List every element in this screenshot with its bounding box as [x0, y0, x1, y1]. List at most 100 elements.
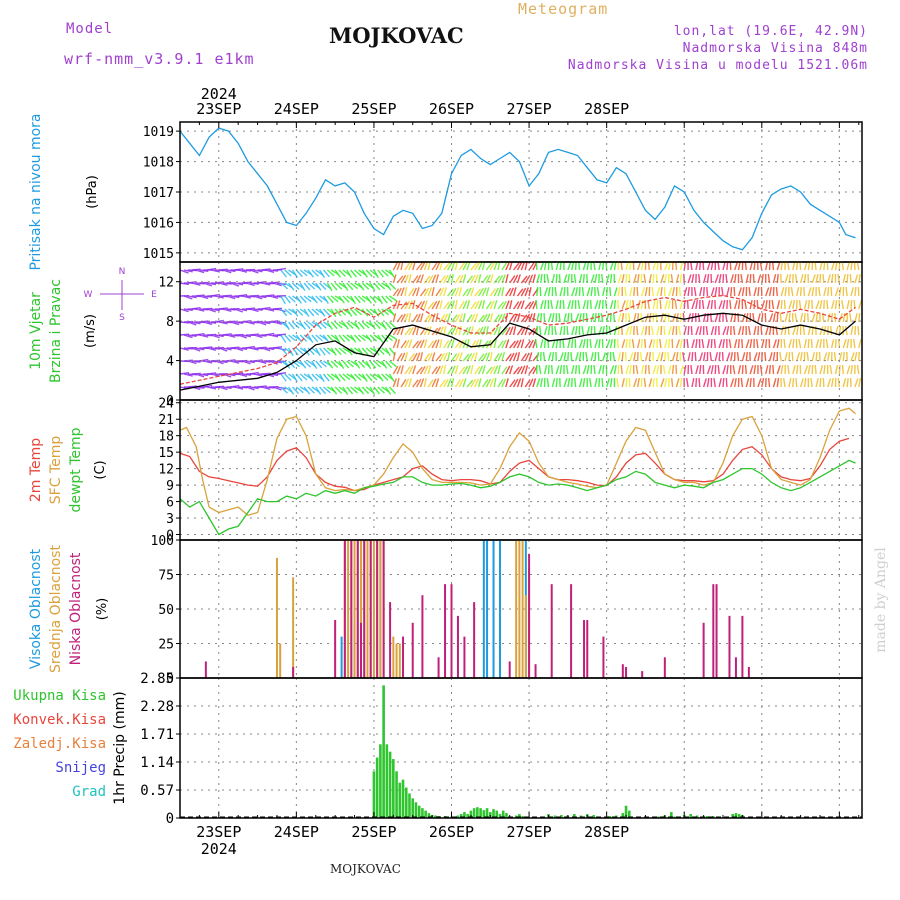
clouds-bar [663, 657, 666, 678]
wind-arrow [532, 313, 536, 323]
wind-arrow [722, 300, 726, 310]
wind-arrow [559, 287, 564, 297]
wind-arrow [466, 339, 470, 349]
wind-arrow [489, 378, 494, 388]
clouds-bar [492, 540, 495, 678]
wind-arrow [601, 377, 604, 388]
wind-arrow [481, 365, 486, 375]
wind-arrow [446, 378, 452, 388]
wind-arrow [179, 372, 190, 375]
wind-arrow [737, 299, 741, 310]
wind-arrow [776, 339, 780, 349]
wind-arrow [346, 269, 353, 279]
wind-arrow [857, 325, 860, 336]
wind-arrow [353, 321, 360, 331]
wind-arrow [663, 325, 666, 336]
wind-arrow [520, 314, 528, 323]
wind-arrow [315, 386, 322, 395]
wind-arrow [582, 261, 587, 271]
wind-arrow [373, 321, 381, 329]
wind-arrow [505, 353, 512, 362]
wind-arrow [600, 313, 604, 323]
ytick-label: 0 [166, 394, 174, 409]
clouds-bar [550, 584, 553, 678]
wind-arrow [772, 378, 777, 388]
wind-arrow [439, 261, 444, 271]
day-label-bottom: 23SEP [196, 823, 241, 841]
wind-arrow [741, 364, 744, 375]
ytick-label: 3 [166, 512, 174, 527]
clouds-bar [376, 540, 379, 678]
wind-arrow [404, 287, 408, 297]
wind-arrow [532, 274, 536, 284]
wind-arrow [369, 386, 376, 396]
wind-arrow [787, 364, 790, 375]
clouds-bar [515, 540, 518, 678]
wind-arrow [377, 282, 386, 290]
wind-arrow [768, 287, 772, 297]
wind-arrow [585, 312, 588, 323]
wind-arrow [470, 365, 474, 375]
wind-arrow [195, 308, 205, 312]
wind-arrow [811, 352, 816, 362]
wind-arrow [404, 300, 411, 310]
precip-bar [427, 813, 431, 818]
day-label-bottom: 28SEP [584, 823, 629, 841]
wind-arrow [764, 299, 768, 310]
wind-arrow [520, 365, 526, 375]
wind-arrow [780, 365, 784, 375]
wind-arrow [718, 300, 723, 310]
precip-legend-entry: Konvek.Kisa [13, 712, 106, 728]
wind-arrow [520, 287, 527, 297]
wind-arrow [749, 365, 754, 375]
wind-arrow [528, 274, 534, 284]
compass-w: W [84, 290, 93, 300]
wind-arrow [210, 308, 221, 312]
precip-bar [392, 759, 395, 818]
wind-arrow [687, 325, 690, 336]
wind-arrow [764, 365, 769, 375]
wind-arrow [509, 326, 514, 336]
wind-arrow [450, 287, 457, 297]
wind-arrow [218, 321, 228, 325]
wind-arrow [792, 377, 795, 388]
wind-arrow [559, 364, 563, 375]
wind-arrow [481, 340, 489, 349]
clouds-bar [353, 540, 356, 678]
wind-arrow [780, 299, 783, 310]
wind-arrow [844, 326, 848, 336]
wind-arrow [788, 339, 792, 349]
wind-arrow [702, 274, 707, 284]
wind-arrow [581, 286, 585, 297]
wind-arrow [621, 339, 626, 349]
wind-arrow [652, 365, 657, 375]
wind-arrow [505, 313, 509, 323]
wind-arrow [334, 308, 342, 317]
day-label-top: 24SEP [274, 100, 319, 118]
wind-arrow [662, 364, 666, 375]
wind-arrow [477, 274, 482, 284]
wind-arrow [365, 308, 374, 316]
wind-arrow [624, 286, 627, 297]
wind-arrow [796, 352, 801, 362]
wind-arrow [674, 299, 678, 310]
clouds-bar [350, 540, 353, 678]
wind-arrow [458, 301, 465, 310]
wind-arrow [582, 339, 586, 349]
clouds-label: Niska Oblacnost [68, 552, 84, 665]
wind-arrow [474, 261, 481, 271]
clouds-bar [583, 620, 586, 678]
wind-arrow [749, 339, 753, 349]
clouds-bar [702, 622, 705, 678]
wind-arrow [834, 365, 839, 375]
wind-arrow [423, 261, 429, 271]
wind-arrow [710, 365, 714, 375]
wind-arrow [644, 352, 649, 362]
clouds-bar [372, 540, 375, 678]
wind-arrow [234, 386, 244, 390]
wind-arrow [596, 287, 600, 297]
precip-legend-entry: Grad [72, 784, 106, 800]
wind-arrow [466, 379, 474, 388]
wind-arrow [322, 373, 330, 382]
wind-arrow [415, 274, 422, 284]
